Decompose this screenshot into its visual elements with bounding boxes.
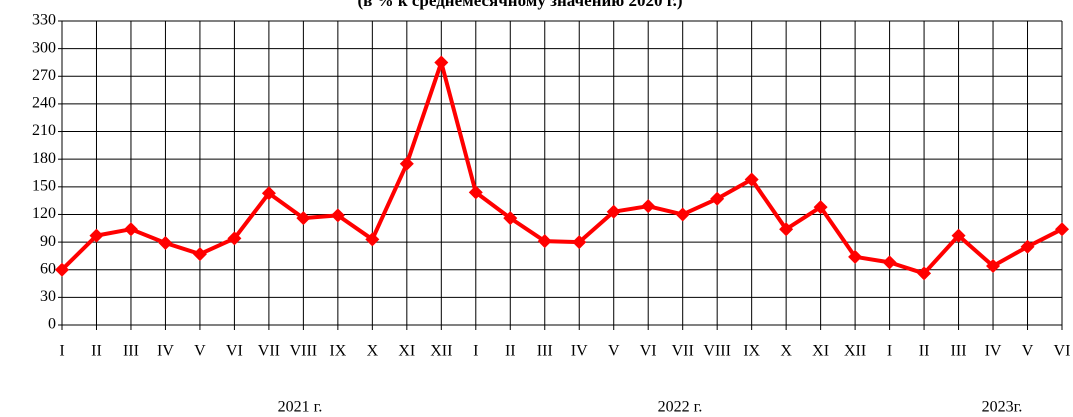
data-point [468,185,483,200]
y-tick-label: 180 [32,150,56,167]
x-tick-label: VIII [290,343,318,360]
x-tick-label: X [780,343,792,360]
x-tick-label: XI [398,343,415,360]
x-tick-label: I [59,343,64,360]
data-point [192,247,207,262]
data-point [296,211,311,226]
x-tick-label: IX [743,343,760,360]
x-tick-label: II [91,343,102,360]
x-tick-label: VII [672,343,694,360]
y-tick-label: 30 [40,288,56,305]
data-point [813,200,828,215]
x-group-label: 2023г. [982,399,1023,416]
data-point [399,156,414,171]
data-point [641,199,656,214]
y-tick-label: 330 [32,12,56,29]
data-point [779,222,794,237]
data-point [55,262,69,277]
x-tick-label: XII [430,343,452,360]
x-tick-label: III [951,343,967,360]
x-tick-label: VII [258,343,280,360]
data-point [917,266,932,281]
data-point [434,55,449,70]
x-tick-label: II [505,343,516,360]
x-tick-label: V [608,343,620,360]
data-line [60,60,1063,276]
data-point [158,236,173,251]
x-tick-label: X [367,343,379,360]
x-tick-label: VI [1054,343,1071,360]
x-tick-label: II [919,343,930,360]
data-point [882,255,897,270]
y-tick-label: 210 [32,122,56,139]
data-point [365,232,380,247]
data-point [848,249,863,264]
data-point [89,228,104,243]
x-tick-label: XI [812,343,829,360]
y-tick-label: 240 [32,95,56,112]
x-tick-label: VIII [703,343,731,360]
data-point [986,259,1001,274]
x-tick-label: I [887,343,892,360]
data-point [572,235,587,250]
data-point [503,211,518,226]
data-point [1020,239,1035,254]
x-tick-label: IV [985,343,1002,360]
data-point [537,234,552,249]
x-tick-label: IX [329,343,346,360]
data-point [227,231,242,246]
x-tick-label: I [473,343,478,360]
y-tick-label: 300 [32,39,56,56]
data-point [951,228,966,243]
y-tick-label: 90 [40,233,56,250]
x-tick-label: IV [157,343,174,360]
y-tick-label: 60 [40,260,56,277]
y-tick-label: 270 [32,67,56,84]
x-group-label: 2021 г. [278,399,323,416]
data-point [675,207,690,222]
data-point [261,186,276,201]
y-tick-label: 150 [32,177,56,194]
x-tick-label: VI [226,343,243,360]
data-point [744,172,759,187]
data-point [330,208,345,223]
y-tick-label: 120 [32,205,56,222]
data-point [123,222,138,237]
y-tick-label: 0 [48,316,56,333]
data-point [1055,222,1069,237]
data-point [710,191,725,206]
x-tick-label: V [194,343,206,360]
x-group-label: 2022 г. [658,399,703,416]
x-tick-label: III [123,343,139,360]
x-tick-label: V [1022,343,1034,360]
x-tick-label: IV [571,343,588,360]
data-point [606,204,621,219]
chart-title: (в % к среднемесячному значению 2020 г.) [358,0,683,10]
x-tick-label: VI [640,343,657,360]
x-tick-label: III [537,343,553,360]
x-tick-label: XII [844,343,866,360]
